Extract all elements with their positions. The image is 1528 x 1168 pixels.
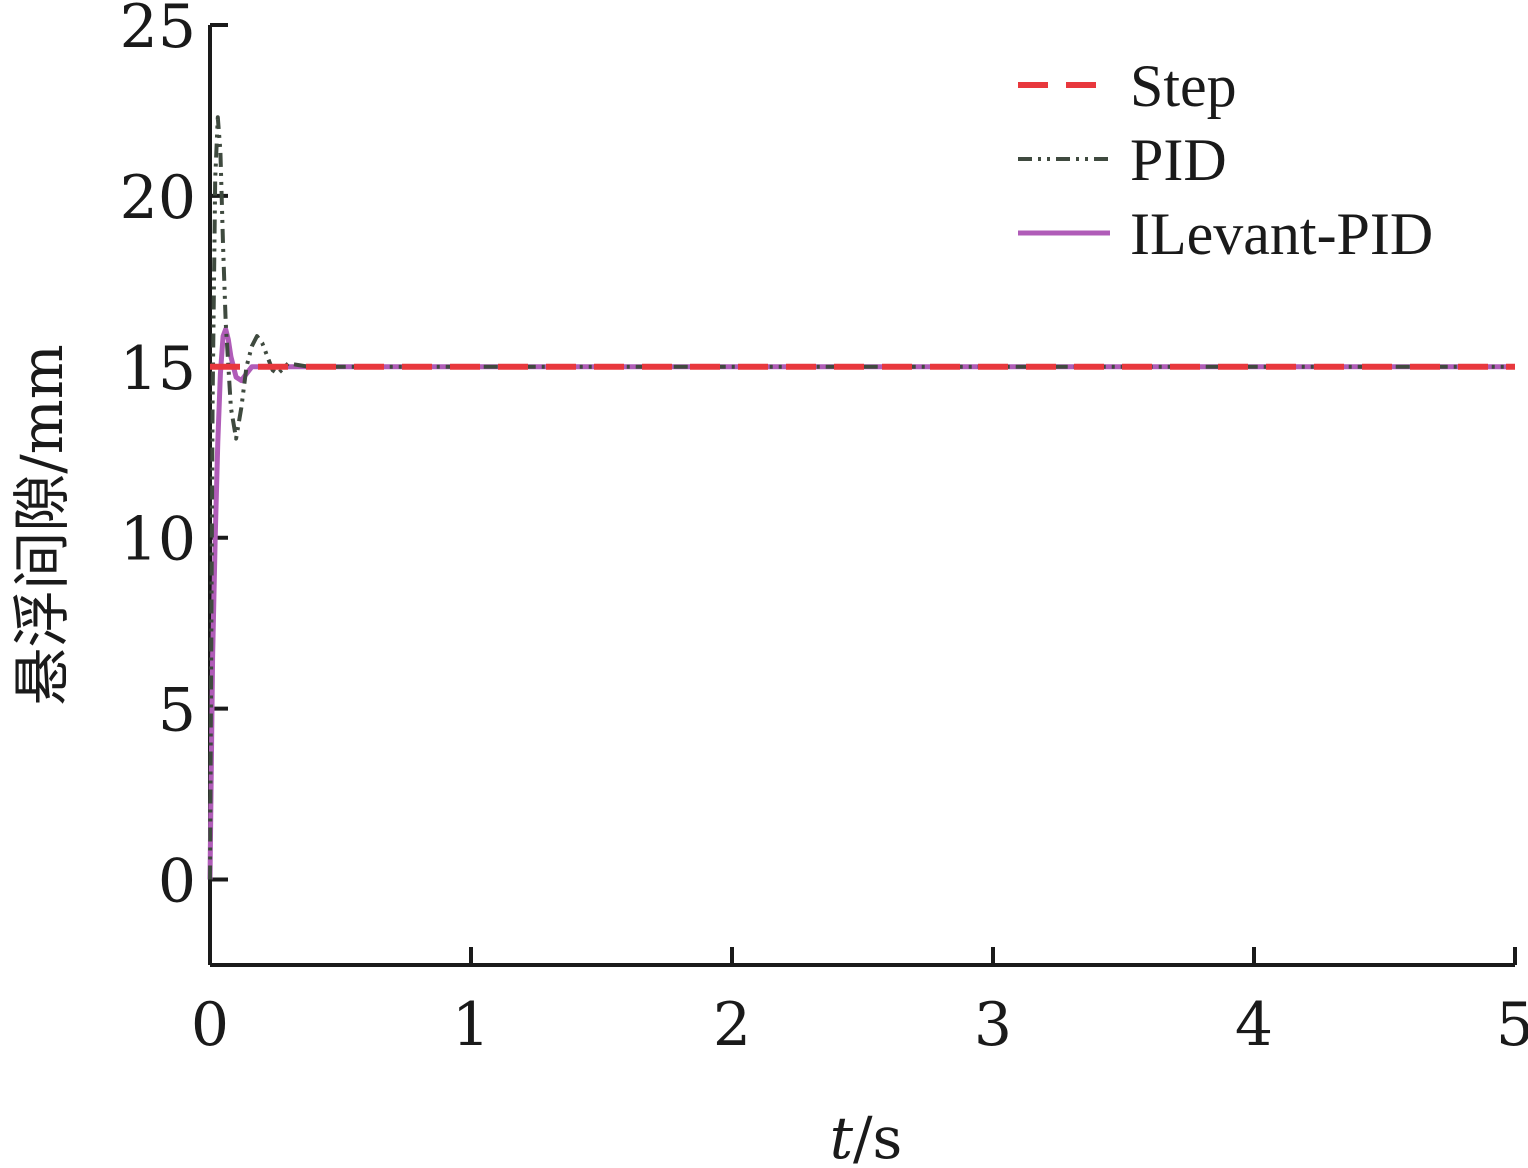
x-tick-label: 3 — [974, 990, 1012, 1060]
x-tick-label: 2 — [713, 990, 751, 1060]
legend: Step PID ILevant-PID — [1018, 53, 1433, 267]
legend-label-ilevant-pid: ILevant-PID — [1130, 201, 1433, 267]
x-tick-label: 1 — [452, 990, 490, 1060]
x-tick-label: 5 — [1496, 990, 1528, 1060]
x-axis-label: t/s — [830, 1104, 903, 1168]
y-tick-label: 10 — [120, 505, 196, 575]
x-axis-label-unit: /s — [853, 1104, 902, 1168]
y-tick-label: 15 — [120, 334, 196, 404]
x-tick-label: 4 — [1235, 990, 1273, 1060]
series-line-pid — [208, 115, 1515, 880]
legend-label-step: Step — [1130, 53, 1237, 119]
y-tick-label: 5 — [158, 676, 196, 746]
axes: 0 5 10 15 20 25 0 1 2 3 4 5 — [120, 0, 1528, 1060]
y-axis-label: 悬浮间隙/mm — [8, 344, 76, 706]
y-tick-label: 20 — [120, 163, 196, 233]
x-tick-label: 0 — [191, 990, 229, 1060]
plot-lines — [207, 115, 1515, 880]
y-tick-label: 0 — [158, 847, 196, 917]
legend-label-pid: PID — [1130, 127, 1227, 193]
y-tick-label: 25 — [120, 0, 196, 62]
x-axis-label-symbol: t — [830, 1104, 854, 1168]
series-line-ilevant-pid — [207, 326, 1515, 880]
